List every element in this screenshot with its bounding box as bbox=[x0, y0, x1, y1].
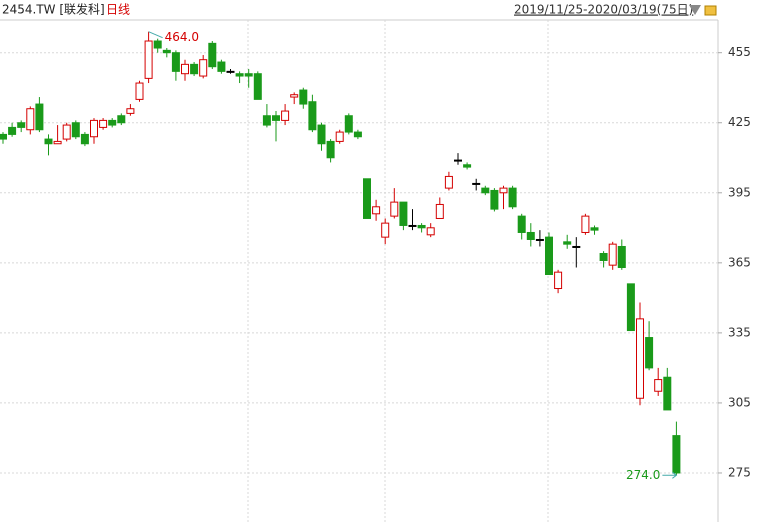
candle-body bbox=[335, 131, 344, 142]
candle-body bbox=[517, 215, 526, 233]
candle-body bbox=[317, 124, 326, 145]
date-range[interactable]: 2019/11/25-2020/03/19(75日) bbox=[514, 3, 693, 17]
candle-body bbox=[272, 115, 280, 121]
candle-body bbox=[126, 108, 135, 114]
candle-body bbox=[153, 40, 162, 49]
candle-body bbox=[390, 201, 399, 217]
candle-body bbox=[654, 379, 663, 392]
candle-body bbox=[399, 201, 408, 226]
candle-body bbox=[144, 40, 153, 79]
candle-body bbox=[672, 435, 681, 474]
candle-body bbox=[363, 178, 371, 219]
candle-body bbox=[572, 245, 581, 248]
candle-body bbox=[454, 159, 462, 162]
chart-subtitle: 日线 bbox=[106, 3, 130, 17]
candle-body bbox=[90, 119, 98, 138]
candle-body bbox=[626, 283, 635, 332]
lock-icon[interactable] bbox=[704, 5, 717, 16]
y-tick-label: 275 bbox=[728, 465, 751, 479]
candle-body bbox=[554, 271, 563, 290]
candle-body bbox=[135, 82, 144, 100]
min-label: 274.0 bbox=[626, 468, 660, 482]
candle-body bbox=[244, 73, 253, 77]
candle-body bbox=[162, 49, 171, 54]
candle-body bbox=[108, 119, 117, 126]
y-tick-label: 455 bbox=[728, 45, 751, 59]
max-arrow bbox=[148, 31, 163, 39]
min-arrow bbox=[662, 471, 678, 479]
candle-body bbox=[344, 115, 353, 133]
candle-body bbox=[235, 73, 244, 77]
candle-body bbox=[217, 61, 226, 72]
candle-body bbox=[44, 138, 53, 145]
candle-body bbox=[435, 203, 444, 219]
candle-body bbox=[563, 241, 572, 245]
candle-body bbox=[617, 245, 626, 268]
candle-body bbox=[0, 133, 7, 140]
y-tick-label: 395 bbox=[728, 185, 751, 199]
candle-body bbox=[581, 215, 590, 233]
candle-body bbox=[417, 224, 426, 229]
candle-body bbox=[171, 52, 180, 72]
candle-body bbox=[26, 108, 35, 131]
candle-body bbox=[381, 222, 390, 238]
candle-body bbox=[444, 175, 453, 189]
max-label: 464.0 bbox=[165, 30, 199, 44]
candle-body bbox=[117, 115, 126, 124]
candle-body bbox=[226, 70, 235, 73]
candle-body bbox=[299, 89, 308, 105]
candle-body bbox=[545, 236, 553, 276]
chart-title: 2454.TW [联发科] bbox=[2, 2, 105, 17]
candle-body bbox=[99, 119, 108, 128]
candle-body bbox=[326, 140, 335, 159]
candle-body bbox=[663, 376, 672, 411]
candle-body bbox=[636, 318, 644, 399]
candle-body bbox=[71, 122, 80, 138]
candle-body bbox=[408, 224, 417, 227]
y-tick-label: 365 bbox=[728, 255, 751, 269]
candle-body bbox=[526, 231, 535, 240]
candle-body bbox=[508, 187, 517, 208]
candle-body bbox=[62, 124, 71, 140]
candle-body bbox=[253, 73, 262, 100]
candle-body bbox=[17, 122, 26, 128]
candle-body bbox=[353, 131, 362, 138]
candle-body bbox=[290, 94, 299, 98]
candle-body bbox=[372, 206, 381, 215]
candle-body bbox=[262, 115, 271, 126]
candle-body bbox=[463, 164, 472, 168]
candle-body bbox=[181, 63, 189, 75]
candle-body bbox=[8, 126, 17, 135]
dropdown-arrow[interactable] bbox=[689, 5, 701, 15]
candle-body bbox=[599, 252, 608, 261]
y-tick-label: 335 bbox=[728, 325, 751, 339]
candle-body bbox=[535, 238, 544, 241]
candle-body bbox=[426, 227, 435, 236]
candle-body bbox=[645, 337, 654, 369]
candle-body bbox=[208, 42, 217, 68]
candle-body bbox=[53, 140, 62, 145]
candle-body bbox=[608, 243, 617, 266]
y-tick-label: 425 bbox=[728, 115, 751, 129]
candle-body bbox=[472, 182, 481, 185]
candle-body bbox=[490, 189, 499, 210]
candle-body bbox=[199, 59, 208, 77]
y-tick-label: 305 bbox=[728, 395, 751, 409]
candle-body bbox=[281, 110, 290, 121]
candle-body bbox=[308, 101, 317, 131]
candle-body bbox=[590, 227, 599, 231]
candle-body bbox=[80, 133, 89, 145]
candle-body bbox=[499, 187, 508, 194]
candle-body bbox=[35, 103, 44, 131]
candle-body bbox=[481, 187, 490, 194]
candle-body bbox=[190, 63, 199, 75]
